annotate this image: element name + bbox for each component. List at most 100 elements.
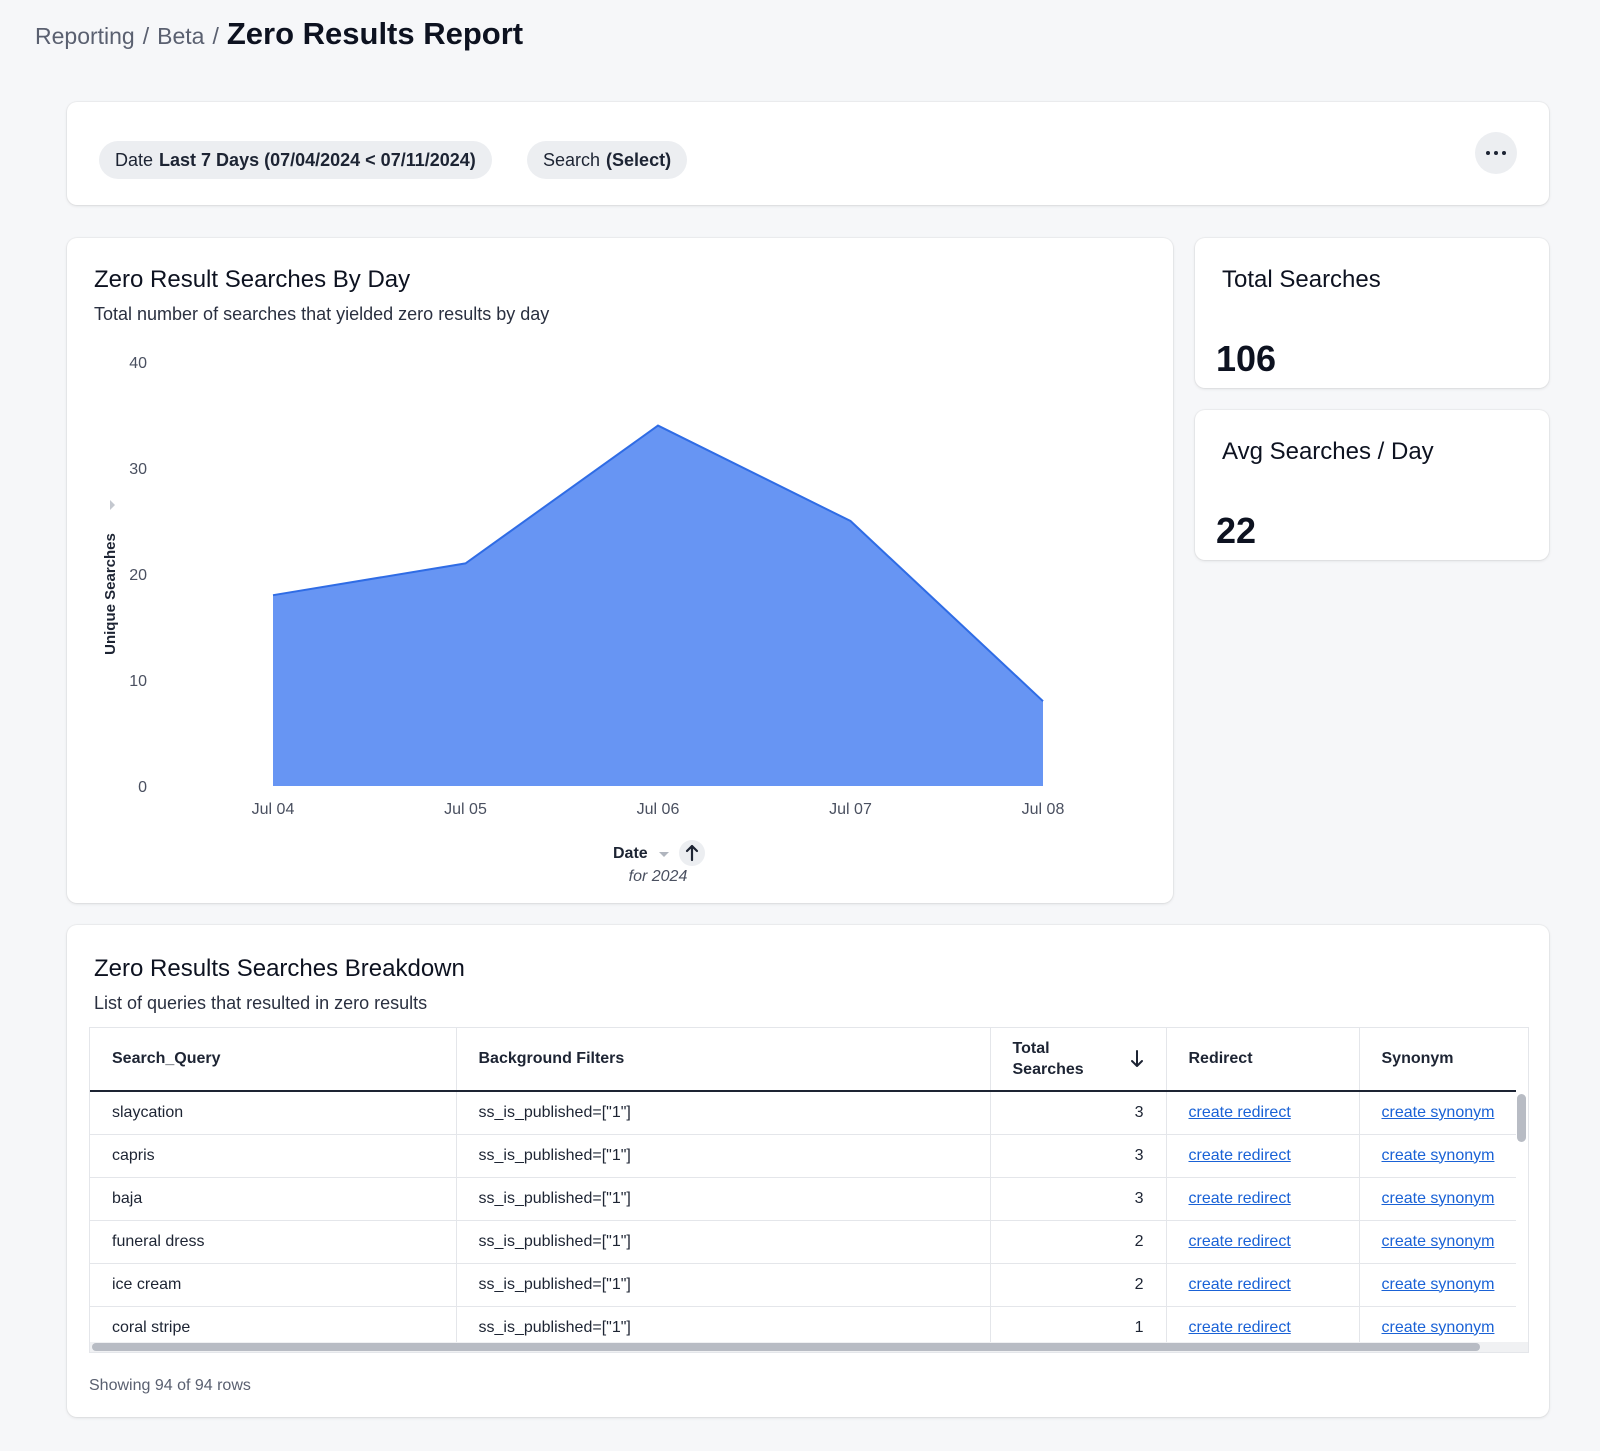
create-redirect-link[interactable]: create redirect: [1188, 1103, 1291, 1121]
cell-total-searches: 3: [990, 1134, 1167, 1178]
cell-search-query: ice cream: [90, 1263, 457, 1307]
filter-bar: Date Last 7 Days (07/04/2024 < 07/11/202…: [67, 102, 1549, 205]
avg-searches-card: Avg Searches / Day 22: [1195, 410, 1549, 560]
table-row: ice cream ss_is_published=["1"] 2 create re…: [90, 1263, 1516, 1307]
cell-synonym: create synonym: [1359, 1091, 1516, 1135]
cell-background-filters: ss_is_published=["1"]: [456, 1263, 991, 1307]
search-filter-value: (Select): [606, 149, 672, 170]
total-searches-card: Total Searches 106: [1195, 238, 1549, 388]
table-scroll-area[interactable]: Search_Query Background Filters Total Se…: [89, 1027, 1529, 1353]
cell-total-searches: 3: [990, 1177, 1167, 1221]
table-row: baja ss_is_published=["1"] 3 create redirec…: [90, 1177, 1516, 1221]
arrow-up-icon: [685, 844, 699, 862]
zero-result-chart-card: Zero Result Searches By Day Total number…: [67, 238, 1173, 903]
search-filter-chip[interactable]: Search (Select): [527, 141, 688, 179]
create-synonym-link[interactable]: create synonym: [1381, 1189, 1495, 1207]
row-count: Showing 94 of 94 rows: [89, 1377, 251, 1394]
cell-search-query: slaycation: [90, 1091, 457, 1135]
cell-total-searches: 2: [990, 1263, 1167, 1307]
create-redirect-link[interactable]: create redirect: [1188, 1189, 1291, 1207]
create-synonym-link[interactable]: create synonym: [1381, 1232, 1495, 1250]
create-redirect-link[interactable]: create redirect: [1188, 1275, 1291, 1293]
avg-searches-value: 22: [1216, 510, 1257, 551]
x-tick-label: Jul 06: [637, 801, 680, 818]
cell-search-query: capris: [90, 1134, 457, 1178]
column-header-search-query[interactable]: Search_Query: [90, 1028, 457, 1092]
x-axis-label: Date: [613, 845, 648, 862]
y-tick-label: 0: [138, 779, 147, 796]
breadcrumb-beta[interactable]: Beta: [157, 23, 205, 49]
breadcrumb: Reporting / Beta / Zero Results Report: [35, 16, 523, 52]
date-filter-value: Last 7 Days (07/04/2024 < 07/11/2024): [159, 149, 476, 170]
table-row: slaycation ss_is_published=["1"] 3 create r…: [90, 1091, 1516, 1135]
x-tick-label: Jul 08: [1022, 801, 1065, 818]
cell-total-searches: 3: [990, 1091, 1167, 1135]
cell-search-query: baja: [90, 1177, 457, 1221]
create-redirect-link[interactable]: create redirect: [1188, 1146, 1291, 1164]
cell-redirect: create redirect: [1166, 1134, 1360, 1178]
arrow-down-icon[interactable]: [1130, 1050, 1144, 1068]
breakdown-table: Search_Query Background Filters Total Se…: [90, 1028, 1516, 1350]
breadcrumb-reporting[interactable]: Reporting: [35, 23, 135, 49]
y-tick-label: 10: [129, 673, 147, 690]
cell-synonym: create synonym: [1359, 1134, 1516, 1178]
page-title: Zero Results Report: [226, 16, 524, 51]
cell-background-filters: ss_is_published=["1"]: [456, 1091, 991, 1135]
create-synonym-link[interactable]: create synonym: [1381, 1146, 1495, 1164]
chart-title: Zero Result Searches By Day: [94, 266, 411, 293]
date-filter-label: Date: [115, 149, 154, 170]
create-redirect-link[interactable]: create redirect: [1188, 1232, 1291, 1250]
y-axis-label: Unique Searches: [102, 533, 119, 655]
cell-background-filters: ss_is_published=["1"]: [456, 1220, 991, 1264]
table-header-row: Search_Query Background Filters Total Se…: [90, 1028, 1516, 1092]
y-tick-label: 40: [129, 355, 147, 372]
x-tick-label: Jul 05: [444, 801, 487, 818]
cell-synonym: create synonym: [1359, 1263, 1516, 1307]
table-subtitle: List of queries that resulted in zero re…: [94, 993, 428, 1013]
breadcrumb-separator: /: [142, 23, 150, 49]
create-synonym-link[interactable]: create synonym: [1381, 1318, 1495, 1336]
create-synonym-link[interactable]: create synonym: [1381, 1103, 1495, 1121]
y-tick-label: 30: [129, 461, 147, 478]
caret-right-icon[interactable]: [110, 500, 115, 510]
cell-background-filters: ss_is_published=["1"]: [456, 1134, 991, 1178]
table-row: capris ss_is_published=["1"] 3 create redir…: [90, 1134, 1516, 1178]
breadcrumb-separator: /: [212, 23, 219, 49]
total-searches-header-label: Total Searches: [1012, 1040, 1084, 1078]
cell-redirect: create redirect: [1166, 1220, 1360, 1264]
cell-redirect: create redirect: [1166, 1091, 1360, 1135]
create-synonym-link[interactable]: create synonym: [1381, 1275, 1495, 1293]
cell-background-filters: ss_is_published=["1"]: [456, 1177, 991, 1221]
x-tick-label: Jul 07: [829, 801, 872, 818]
column-header-synonym[interactable]: Synonym: [1359, 1028, 1516, 1092]
search-filter-label: Search: [543, 149, 601, 170]
area-series: [273, 425, 1043, 786]
vertical-scrollbar[interactable]: [1517, 1094, 1526, 1142]
date-filter-chip[interactable]: Date Last 7 Days (07/04/2024 < 07/11/202…: [99, 141, 492, 179]
cell-total-searches: 2: [990, 1220, 1167, 1264]
avg-searches-title: Avg Searches / Day: [1222, 438, 1434, 465]
more-horizontal-icon: [1486, 151, 1506, 155]
caret-down-icon[interactable]: [659, 852, 669, 857]
table-row: funeral dress ss_is_published=["1"] 2 creat…: [90, 1220, 1516, 1264]
y-tick-label: 20: [129, 567, 147, 584]
x-tick-label: Jul 04: [252, 801, 295, 818]
column-header-background-filters[interactable]: Background Filters: [456, 1028, 991, 1092]
total-searches-title: Total Searches: [1222, 266, 1381, 293]
area-chart: 0 10 20 30 40 Unique Searches Jul 04 Jul 05 Jul …: [102, 355, 1065, 885]
chart-subtitle: Total number of searches that yielded ze…: [94, 304, 550, 324]
cell-search-query: funeral dress: [90, 1220, 457, 1264]
horizontal-scrollbar[interactable]: [92, 1343, 1480, 1351]
breakdown-table-card: Zero Results Searches Breakdown List of …: [67, 925, 1549, 1417]
create-redirect-link[interactable]: create redirect: [1188, 1318, 1291, 1336]
cell-redirect: create redirect: [1166, 1177, 1360, 1221]
table-title: Zero Results Searches Breakdown: [94, 955, 465, 982]
total-searches-value: 106: [1216, 338, 1277, 379]
more-options-button[interactable]: [1475, 132, 1517, 174]
cell-synonym: create synonym: [1359, 1177, 1516, 1221]
x-axis-caption: for 2024: [629, 868, 688, 885]
cell-redirect: create redirect: [1166, 1263, 1360, 1307]
column-header-redirect[interactable]: Redirect: [1166, 1028, 1360, 1092]
cell-synonym: create synonym: [1359, 1220, 1516, 1264]
column-header-total-searches[interactable]: Total Searches: [990, 1028, 1167, 1092]
